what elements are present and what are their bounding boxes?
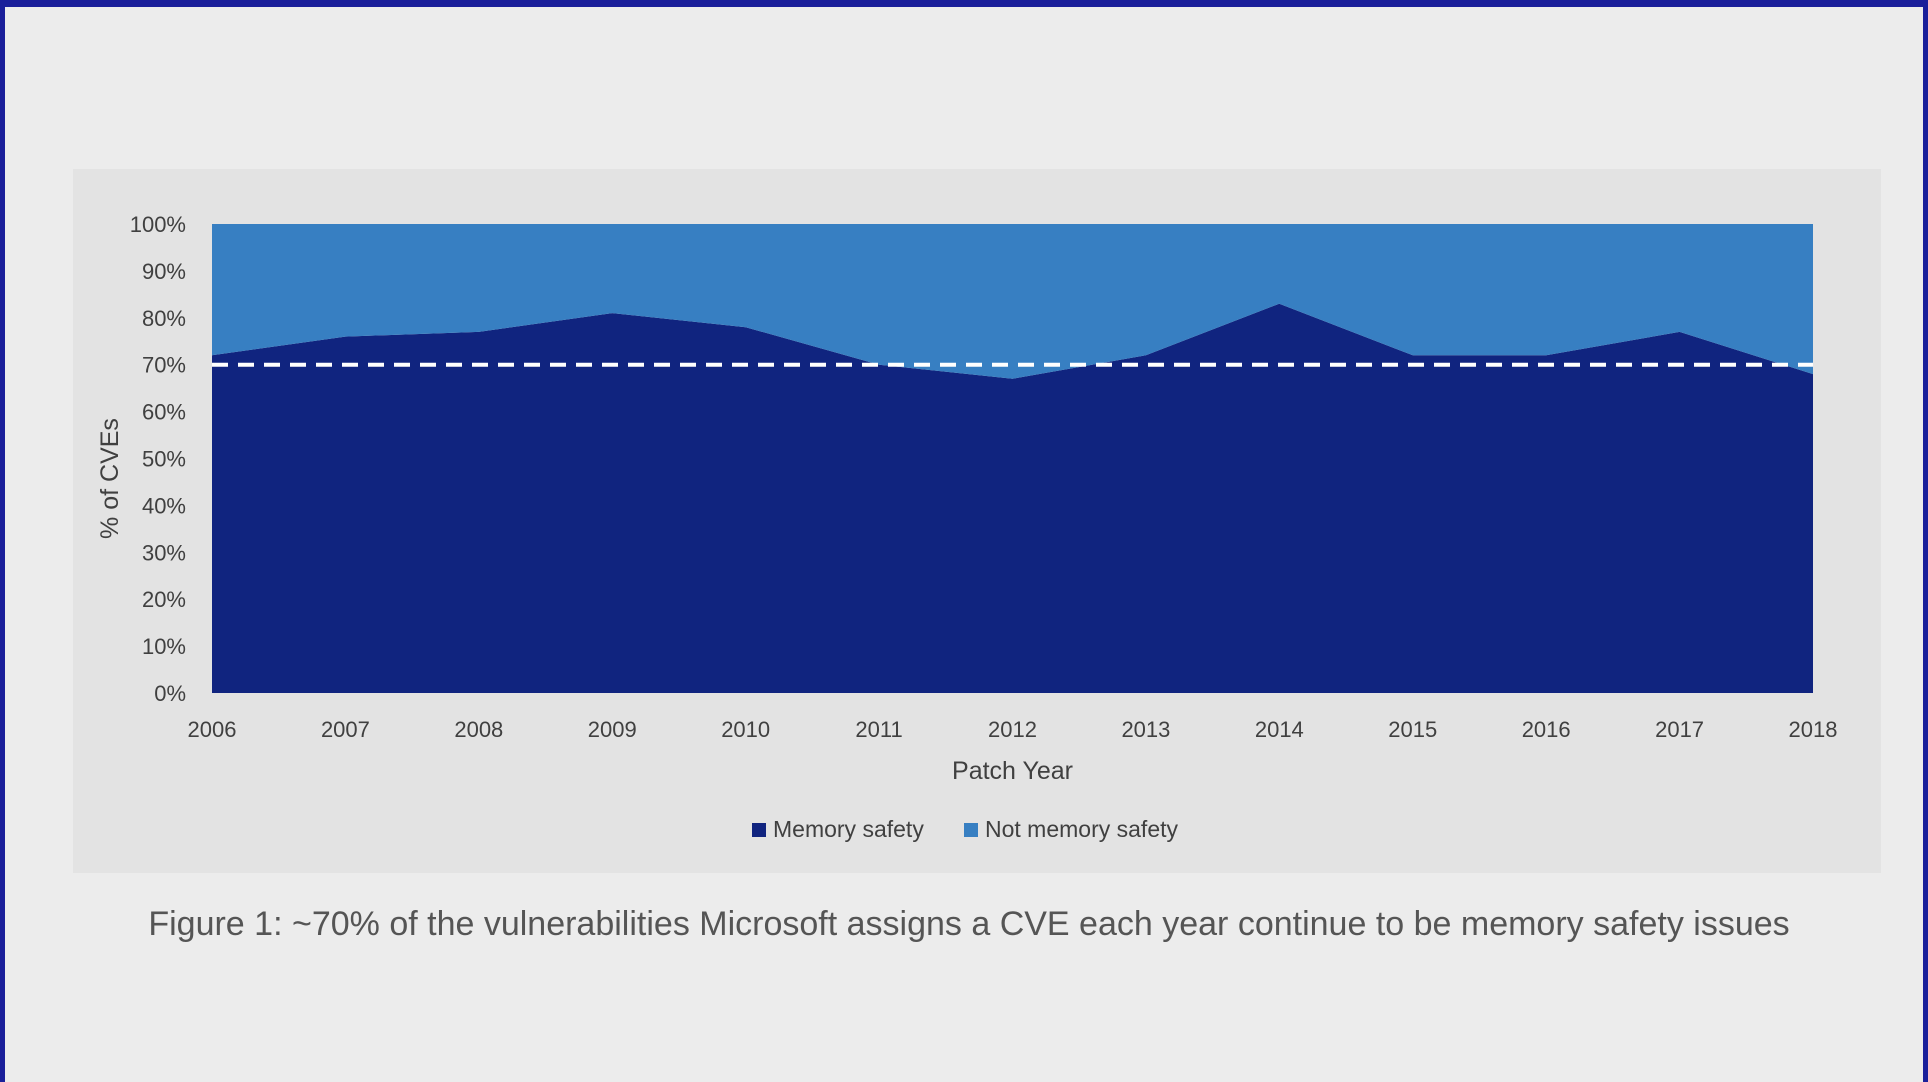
y-axis-title: % of CVEs: [96, 418, 124, 539]
x-tick-label: 2015: [1388, 717, 1437, 742]
area-chart: 0%10%20%30%40%50%60%70%80%90%100% 2006 20…: [96, 212, 1838, 842]
y-axis-ticks: 0% 10% 20% 30% 40% 50% 60% 70% 80% 90% 100%: [130, 212, 186, 706]
figure-caption: Figure 1: ~70% of the vulnerabilities Mi…: [148, 905, 1790, 943]
y-tick-label: 60%: [142, 400, 186, 425]
x-tick-label: 2017: [1655, 717, 1704, 742]
y-tick-label: 50%: [142, 447, 186, 472]
y-tick-label: 10%: [142, 634, 186, 659]
y-tick-label: 20%: [142, 587, 186, 612]
x-tick-label: 2018: [1789, 717, 1838, 742]
legend-swatch-memory-safety: [752, 823, 766, 837]
y-tick-label: 40%: [142, 493, 186, 518]
x-tick-label: 2014: [1255, 717, 1304, 742]
area-not-memory-safety: [212, 224, 1813, 379]
chart-legend: Memory safety Not memory safety: [752, 816, 1178, 842]
x-tick-label: 2013: [1121, 717, 1170, 742]
legend-swatch-not-memory-safety: [964, 823, 978, 837]
chart-card: 0% 10% 20% 30% 40% 50% 60% 70% 80% 90% 100% 2006 20…: [73, 169, 1881, 873]
x-tick-label: 2006: [188, 717, 237, 742]
legend-label-not-memory-safety: Not memory safety: [985, 816, 1178, 842]
x-tick-label: 2007: [321, 717, 370, 742]
x-tick-label: 2012: [988, 717, 1037, 742]
y-tick-label: 30%: [142, 540, 186, 565]
y-tick-label: 70%: [142, 353, 186, 378]
x-axis-ticks: 2006 2007 2008 2009 2010 2011 2012 2013 2014 2015…: [188, 717, 1838, 742]
y-tick-label: 0%: [154, 681, 186, 706]
x-tick-label: 2011: [855, 717, 902, 742]
y-tick-label: 100%: [130, 212, 186, 237]
x-tick-label: 2009: [588, 717, 637, 742]
legend-label-memory-safety: Memory safety: [773, 816, 924, 842]
chart-areas: [212, 224, 1813, 693]
y-tick-label: 80%: [142, 306, 186, 331]
x-axis-title: Patch Year: [952, 757, 1073, 785]
area-memory-safety: [212, 303, 1813, 693]
y-tick-label: 90%: [142, 259, 186, 284]
x-tick-label: 2016: [1522, 717, 1571, 742]
x-tick-label: 2010: [721, 717, 770, 742]
x-tick-label: 2008: [454, 717, 503, 742]
